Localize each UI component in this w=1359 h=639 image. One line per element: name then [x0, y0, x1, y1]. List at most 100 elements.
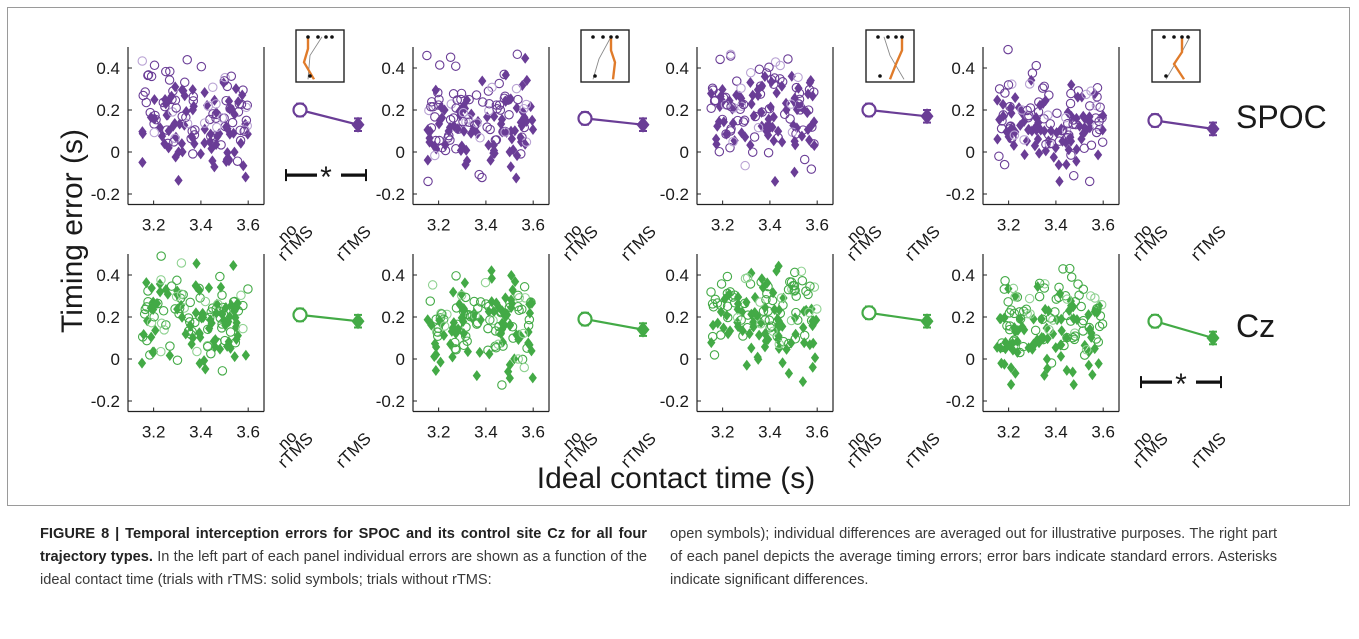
spoc-panel-1-trial-rtms: [238, 89, 247, 101]
spoc-panel-4-mean-line: [1154, 119, 1214, 130]
cz-panel-2-trial-rtms: [528, 372, 537, 384]
cz-panel-1-trial-no-rtms: [206, 348, 216, 359]
cz-panel-1-trial-no-rtms: [153, 298, 163, 309]
spoc-panel-3-trial-rtms: [722, 128, 731, 140]
spoc-panel-2-trial-no-rtms: [463, 114, 474, 124]
cz-panel-3-trial-rtms: [800, 337, 809, 349]
cz-panel-1-trial-no-rtms: [140, 304, 151, 315]
cz-panel-3-trial-rtms: [707, 337, 716, 349]
spoc-panel-2-trial-rtms: [510, 125, 520, 137]
spoc-panel-2-ytick-label: 0.4: [381, 59, 405, 78]
cz-panel-1-trial-rtms: [195, 357, 204, 369]
cz-panel-4-trial-no-rtms: [1008, 283, 1019, 294]
cz-panel-2-ytick-label: 0: [396, 350, 405, 369]
spoc-panel-1-trial-no-rtms: [171, 103, 181, 113]
trajectory-icon-frame: [580, 29, 630, 83]
spoc-panel-3-trial-no-rtms: [809, 139, 819, 149]
cz-panel-1-trial-no-rtms: [159, 325, 169, 335]
cz-panel-2-trial-rtms: [472, 370, 481, 382]
spoc-panel-1-trial-rtms: [215, 128, 224, 140]
cz-panel-4-trial-no-rtms: [1050, 307, 1060, 317]
spoc-panel-2-trial-no-rtms: [458, 116, 468, 127]
x-axis-title: Ideal contact time (s): [537, 462, 815, 495]
cz-panel-3-trial-no-rtms: [725, 287, 735, 297]
trajectory-icon-dot: [591, 35, 595, 39]
spoc-panel-3-trial-rtms: [768, 121, 777, 133]
trajectory-icon-1: [295, 29, 345, 83]
spoc-panel-4-trial-no-rtms: [1073, 86, 1084, 96]
spoc-panel-4-trial-rtms: [1011, 92, 1020, 104]
spoc-panel-3-trial-rtms: [748, 89, 757, 101]
spoc-panel-1-trial-no-rtms: [161, 66, 171, 77]
spoc-panel-1-trial-no-rtms: [212, 122, 222, 133]
spoc-panel-3-trial-no-rtms: [785, 114, 795, 124]
spoc-panel-3-trial-no-rtms: [725, 142, 735, 153]
cz-panel-3-trial-no-rtms: [709, 350, 720, 360]
cz-panel-3-trial-no-rtms: [789, 286, 799, 297]
cz-panel-4-trial-rtms: [1042, 322, 1051, 334]
cz-panel-4-trial-no-rtms: [1092, 303, 1102, 314]
spoc-panel-4-trial-no-rtms: [1084, 176, 1095, 187]
cz-panel-4-cond-rtms-label: rTMS: [1187, 429, 1230, 472]
cz-panel-4-trial-rtms: [1029, 313, 1038, 325]
spoc-panel-4-trial-rtms: [1098, 110, 1108, 122]
cz-panel-2-trial-no-rtms: [497, 380, 507, 390]
spoc-panel-3-trial-rtms: [732, 89, 741, 101]
spoc-panel-4-trial-no-rtms: [1007, 132, 1017, 143]
spoc-panel-1-trial-no-rtms: [158, 97, 169, 108]
spoc-panel-3-trial-no-rtms: [725, 126, 736, 136]
cz-panel-4-trial-no-rtms: [1094, 321, 1105, 332]
cz-panel-2-trial-rtms: [507, 270, 516, 282]
cz-panel-2-xtick-label: 3.2: [427, 423, 451, 442]
cz-panel-3-trial-rtms: [798, 376, 808, 388]
cz-panel-4-trial-rtms: [1084, 309, 1093, 321]
spoc-panel-1-trial-no-rtms: [240, 125, 250, 136]
cz-panel-2-trial-rtms: [423, 314, 432, 326]
spoc-panel-4-trial-rtms: [1072, 155, 1081, 167]
cz-panel-1-trial-no-rtms: [149, 312, 159, 322]
spoc-panel-2-trial-rtms: [505, 146, 514, 158]
spoc-panel-1-trial-rtms: [164, 125, 173, 137]
cz-panel-4-trial-no-rtms: [1003, 297, 1013, 307]
spoc-panel-1-trial-rtms: [177, 84, 187, 96]
cz-panel-4-xtick-label: 3.6: [1091, 423, 1115, 442]
spoc-panel-2-trial-rtms: [512, 172, 521, 184]
cz-panel-3-trial-no-rtms: [758, 306, 769, 316]
cz-panel-1-trial-no-rtms: [195, 312, 205, 322]
cz-panel-2-trial-rtms: [484, 306, 493, 318]
cz-panel-2-trial-no-rtms: [513, 354, 523, 364]
spoc-panel-1-ytick-label: -0.2: [91, 185, 120, 204]
spoc-panel-3-trial-no-rtms: [806, 164, 817, 174]
spoc-panel-3-trial-no-rtms: [807, 122, 817, 132]
trajectory-icon-dot: [615, 35, 619, 39]
trajectory-icon-dot: [894, 35, 898, 39]
cz-panel-4-mean-no-rtms: [1147, 313, 1163, 329]
spoc-panel-3-trial-no-rtms: [763, 147, 774, 158]
spoc-panel-2-mean-no-rtms: [577, 110, 593, 127]
spoc-panel-2-trial-no-rtms: [469, 120, 480, 131]
spoc-panel-3-ytick-label: 0: [680, 143, 689, 162]
spoc-panel-1-trial-rtms: [200, 123, 209, 135]
spoc-panel-2-trial-no-rtms: [513, 94, 523, 105]
spoc-panel-2-trial-rtms: [478, 75, 487, 87]
spoc-panel-1-trial-no-rtms: [232, 156, 243, 166]
spoc-panel-4-trial-rtms: [993, 133, 1002, 145]
spoc-panel-4-trial-no-rtms: [1061, 125, 1072, 136]
cz-panel-4-trial-no-rtms: [1078, 326, 1088, 336]
cz-panel-1-trial-no-rtms: [156, 275, 166, 285]
cz-panel-3-trial-no-rtms: [728, 292, 738, 302]
spoc-panel-3-trial-no-rtms: [740, 160, 750, 171]
cz-panel-1-mean-rtms: [351, 313, 365, 330]
cz-panel-1-trial-no-rtms: [184, 317, 195, 327]
spoc-panel-3-trial-no-rtms: [732, 115, 743, 126]
spoc-panel-4-trial-no-rtms: [1063, 130, 1074, 140]
cz-panel-4-trial-no-rtms: [1046, 358, 1057, 368]
spoc-panel-3-trial-no-rtms: [735, 104, 746, 115]
cz-panel-4-trial-no-rtms: [1009, 308, 1020, 319]
cz-panel-2-trial-no-rtms: [439, 321, 450, 331]
cz-panel-4-trial-no-rtms: [1018, 306, 1029, 316]
cz-panel-2-trial-no-rtms: [488, 315, 498, 326]
cz-panel-1-trial-no-rtms: [158, 306, 169, 316]
cz-panel-1-trial-no-rtms: [202, 324, 213, 335]
cz-panel-4-trial-no-rtms: [1024, 293, 1035, 304]
